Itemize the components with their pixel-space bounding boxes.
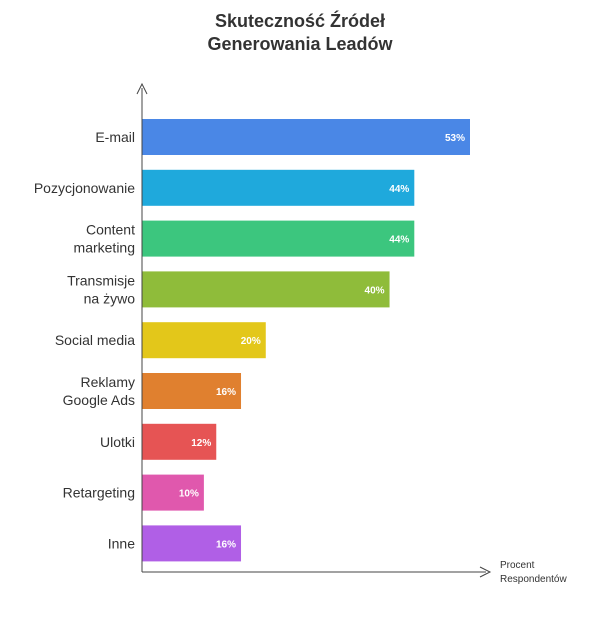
value-label-0: 53% [445, 133, 465, 144]
bar-1 [142, 169, 415, 206]
category-label-5-line-1: Google Ads [63, 392, 135, 408]
category-label-1-line-0: Pozycjonowanie [34, 180, 135, 196]
value-label-1: 44% [389, 184, 409, 195]
category-label-4-line-0: Social media [55, 332, 135, 348]
category-label-3-line-1: na żywo [84, 290, 136, 306]
bar-7 [142, 474, 204, 511]
y-axis-arrow [136, 82, 148, 95]
value-label-6: 12% [191, 438, 211, 449]
category-label-2-line-1: marketing [74, 240, 135, 256]
category-label-5-line-0: Reklamy [81, 374, 135, 390]
bar-0 [142, 119, 470, 155]
category-label-3-line-0: Transmisje [67, 272, 135, 288]
value-label-8: 16% [216, 539, 236, 550]
bar-5 [142, 373, 242, 409]
x-axis-arrow [479, 566, 492, 578]
category-label-2-line-0: Content [86, 222, 135, 238]
value-label-5: 16% [216, 387, 236, 398]
x-axis-label-line-1: Procent [500, 560, 535, 571]
category-label-7-line-0: Retargeting [63, 485, 135, 501]
bar-4 [142, 322, 266, 359]
category-label-8-line-0: Inne [108, 535, 135, 551]
bar-3 [142, 271, 390, 308]
category-label-0-line-0: E-mail [95, 129, 135, 145]
value-label-7: 10% [179, 489, 199, 500]
x-axis-label-line-2: Respondentów [500, 574, 567, 585]
chart-title-line-1: Skuteczność Źródeł [214, 11, 386, 31]
bar-2 [142, 220, 415, 257]
chart-title-line-2: Generowania Leadów [207, 34, 393, 54]
bar-6 [142, 423, 217, 460]
value-label-3: 40% [365, 285, 385, 296]
chart-title: Skuteczność Źródeł Generowania Leadów [0, 10, 600, 56]
value-label-4: 20% [241, 336, 261, 347]
category-label-6-line-0: Ulotki [100, 434, 135, 450]
bar-8 [142, 525, 242, 562]
value-label-2: 44% [389, 235, 409, 246]
